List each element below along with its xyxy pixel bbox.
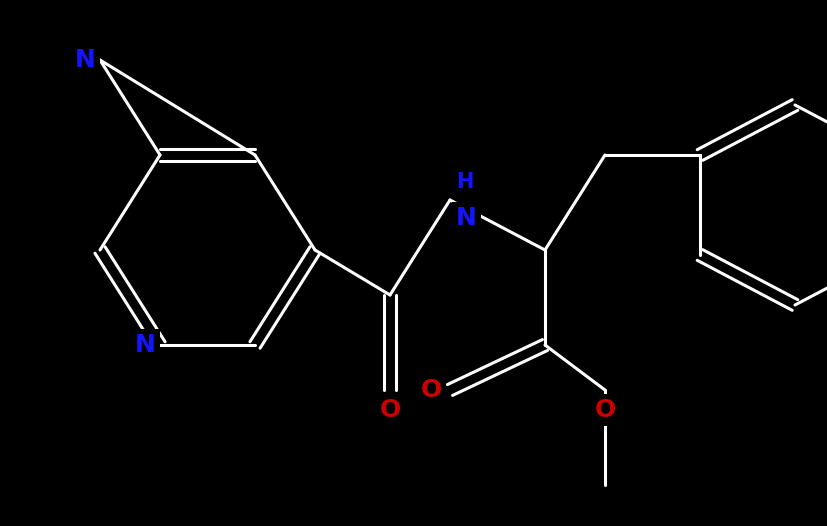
Text: O: O <box>421 378 442 402</box>
Text: N: N <box>456 206 477 230</box>
Text: H: H <box>456 172 473 192</box>
Text: O: O <box>380 398 400 422</box>
Text: N: N <box>75 48 96 72</box>
Text: O: O <box>595 398 615 422</box>
Text: N: N <box>135 333 156 357</box>
